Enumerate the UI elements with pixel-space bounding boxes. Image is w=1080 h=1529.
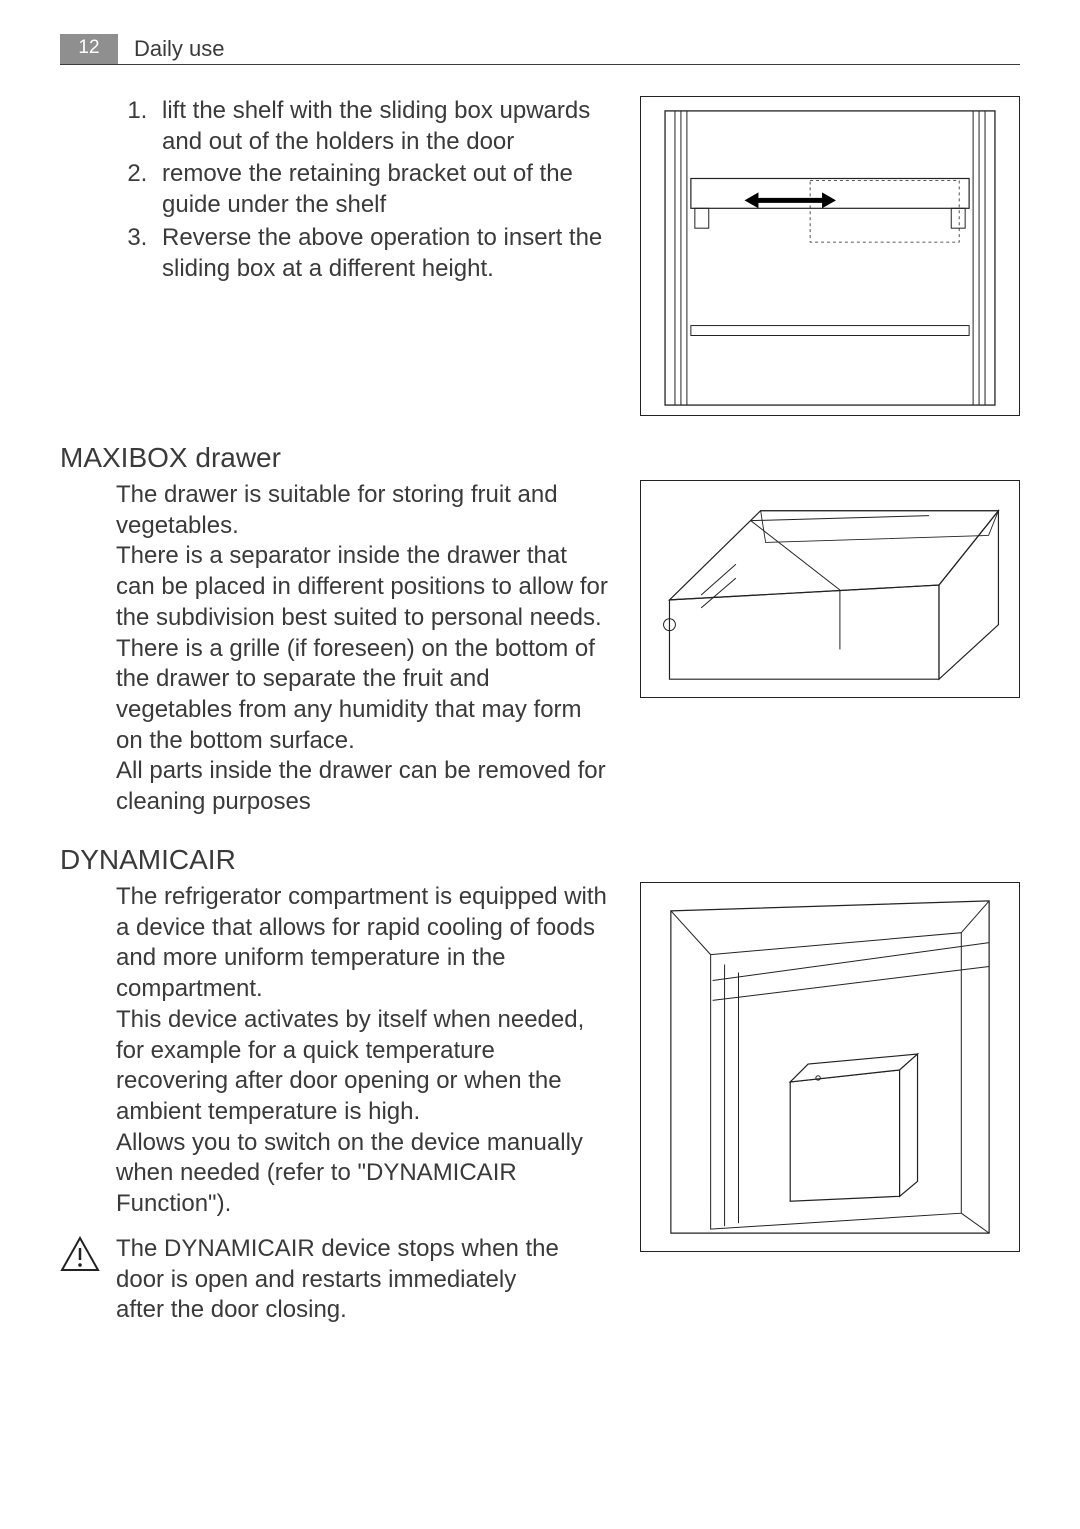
maxibox-p4: All parts inside the drawer can be remov… bbox=[116, 756, 612, 817]
maxibox-drawer-diagram bbox=[640, 480, 1020, 698]
steps-list: lift the shelf with the sliding box upwa… bbox=[60, 96, 612, 284]
shelf-sliding-diagram bbox=[640, 96, 1020, 416]
warning-icon bbox=[60, 1234, 106, 1277]
maxibox-p1: The drawer is suitable for storing fruit… bbox=[116, 480, 612, 541]
dynamicair-p3: Allows you to switch on the device manua… bbox=[116, 1128, 612, 1220]
step-2: remove the retaining bracket out of the … bbox=[154, 159, 612, 220]
section-dynamicair: The refrigerator compartment is equipped… bbox=[60, 882, 1020, 1326]
page-number: 12 bbox=[60, 34, 118, 64]
dynamicair-p2: This device activates by itself when nee… bbox=[116, 1005, 612, 1128]
header-title: Daily use bbox=[118, 34, 224, 64]
dynamicair-heading: DYNAMICAIR bbox=[60, 844, 1020, 876]
page-content: lift the shelf with the sliding box upwa… bbox=[60, 96, 1020, 1326]
dynamicair-compartment-diagram bbox=[640, 882, 1020, 1252]
step-3: Reverse the above operation to insert th… bbox=[154, 223, 612, 284]
maxibox-p3: There is a grille (if foreseen) on the b… bbox=[116, 634, 612, 757]
dynamicair-p1: The refrigerator compartment is equipped… bbox=[116, 882, 612, 1005]
section-maxibox: The drawer is suitable for storing fruit… bbox=[60, 480, 1020, 818]
page-header: 12 Daily use bbox=[60, 34, 1020, 65]
section-sliding-box: lift the shelf with the sliding box upwa… bbox=[60, 96, 1020, 416]
step-1: lift the shelf with the sliding box upwa… bbox=[154, 96, 612, 157]
warning-text: The DYNAMICAIR device stops when the doo… bbox=[106, 1234, 566, 1326]
warning-block: The DYNAMICAIR device stops when the doo… bbox=[60, 1234, 612, 1326]
maxibox-p2: There is a separator inside the drawer t… bbox=[116, 541, 612, 633]
maxibox-heading: MAXIBOX drawer bbox=[60, 442, 1020, 474]
